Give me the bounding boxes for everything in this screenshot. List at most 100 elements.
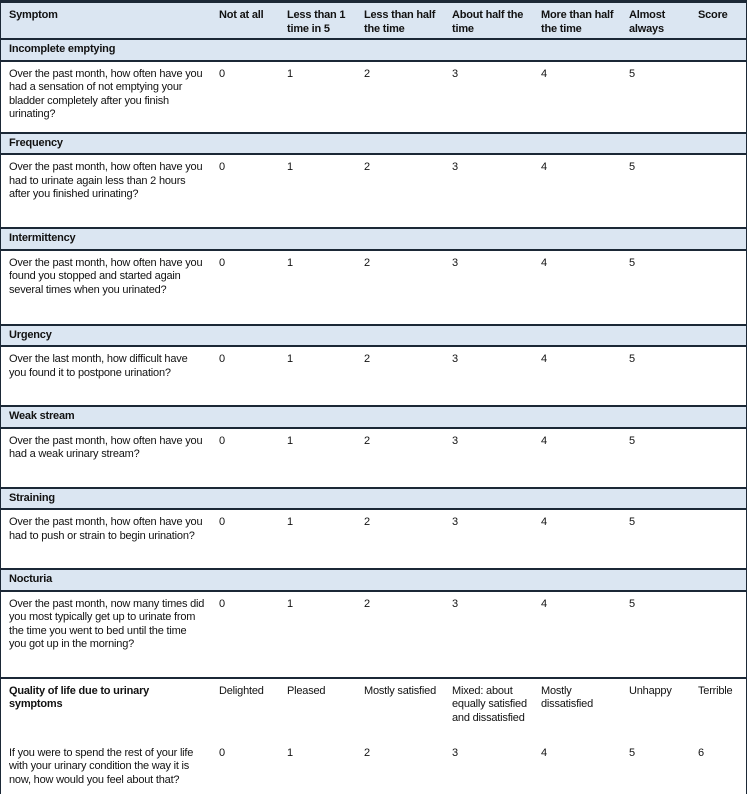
option-value-3: 3 [452, 67, 458, 80]
column-header-score: Score [698, 9, 728, 21]
option-value-4: 4 [541, 434, 547, 447]
question-row: Over the last month, how difficult have … [1, 347, 746, 405]
section-header-row: Frequency [1, 131, 746, 155]
option-value-1: 1 [287, 161, 293, 173]
column-header-less-half: Less than half the time [364, 9, 436, 35]
option-value-3: 3 [452, 597, 458, 610]
section-header-row: Weak stream [1, 405, 746, 429]
qol-option-3: 3 [452, 746, 458, 759]
qol-option-4: 4 [541, 746, 547, 759]
qol-question-text: If you were to spend the rest of your li… [9, 746, 194, 786]
section-title: Incomplete emptying [9, 43, 116, 55]
question-row: Over the past month, how often have you … [1, 250, 746, 324]
section-header-row: Straining [1, 486, 746, 510]
section-title: Weak stream [9, 410, 75, 422]
option-value-3: 3 [452, 353, 458, 365]
option-value-1: 1 [287, 67, 293, 80]
section-title: Frequency [9, 136, 63, 149]
section-header-row: Intermittency [1, 227, 746, 251]
question-text: Over the past month, how often have you … [9, 256, 203, 296]
qol-title: Quality of life due to urinary symptoms [9, 684, 150, 711]
option-value-3: 3 [452, 256, 458, 269]
column-header-almost-always: Almost always [629, 9, 666, 35]
option-value-5: 5 [629, 161, 635, 173]
qol-label-unhappy: Unhappy [629, 684, 672, 697]
column-header-symptom: Symptom [9, 9, 58, 21]
option-value-0: 0 [219, 353, 225, 365]
qol-option-5: 5 [629, 746, 635, 759]
column-header-more-half: More than half the time [541, 9, 614, 35]
option-value-4: 4 [541, 353, 547, 365]
question-text: Over the past month, now many times did … [9, 597, 205, 651]
option-value-2: 2 [364, 67, 370, 80]
option-value-1: 1 [287, 516, 293, 528]
option-value-2: 2 [364, 161, 370, 173]
option-value-3: 3 [452, 516, 458, 528]
score-cell [690, 592, 746, 677]
section-title: Urgency [9, 328, 52, 341]
section-title: Intermittency [9, 232, 76, 244]
option-value-5: 5 [629, 256, 635, 269]
column-header-about-half: About half the time [452, 9, 524, 35]
option-value-1: 1 [287, 434, 293, 447]
question-row: Over the past month, how often have you … [1, 428, 746, 487]
question-text: Over the past month, how often have you … [9, 434, 203, 461]
option-value-1: 1 [287, 256, 293, 269]
section-header-row: Urgency [1, 323, 746, 347]
table-header-row: Symptom Not at all Less than 1 time in 5… [1, 3, 746, 38]
option-value-2: 2 [364, 516, 370, 528]
score-cell [690, 155, 746, 227]
option-value-0: 0 [219, 67, 225, 80]
question-text: Over the past month, how often have you … [9, 161, 203, 200]
question-text: Over the last month, how difficult have … [9, 353, 188, 379]
qol-label-pleased: Pleased [287, 684, 326, 697]
question-text: Over the past month, how often have you … [9, 516, 203, 542]
qol-label-mixed: Mixed: about equally satisfied and dissa… [452, 684, 527, 724]
column-header-not-at-all: Not at all [219, 9, 264, 21]
score-cell [690, 347, 746, 405]
score-cell [690, 62, 746, 132]
qol-option-0: 0 [219, 746, 225, 759]
score-cell [690, 510, 746, 568]
option-value-4: 4 [541, 597, 547, 610]
qol-header-row: Quality of life due to urinary symptoms … [1, 676, 746, 741]
option-value-5: 5 [629, 67, 635, 80]
option-value-3: 3 [452, 161, 458, 173]
section-title: Nocturia [9, 573, 53, 585]
option-value-2: 2 [364, 353, 370, 365]
column-header-less-1-in-5: Less than 1 time in 5 [287, 9, 346, 35]
option-value-2: 2 [364, 434, 370, 447]
option-value-2: 2 [364, 597, 370, 610]
qol-option-2: 2 [364, 746, 370, 759]
question-row: Over the past month, how often have you … [1, 510, 746, 568]
option-value-3: 3 [452, 434, 458, 447]
option-value-0: 0 [219, 256, 225, 269]
section-title: Straining [9, 491, 55, 504]
option-value-0: 0 [219, 597, 225, 610]
option-value-4: 4 [541, 516, 547, 528]
score-cell [690, 251, 746, 324]
qol-label-mostly-satisfied: Mostly satisfied [364, 684, 436, 697]
question-row: Over the past month, how often have you … [1, 61, 746, 132]
section-header-row: Nocturia [1, 568, 746, 592]
option-value-1: 1 [287, 353, 293, 365]
qol-question-row: If you were to spend the rest of your li… [1, 740, 746, 794]
option-value-0: 0 [219, 516, 225, 528]
symptom-rows: Incomplete emptying Over the past month,… [1, 38, 746, 677]
option-value-5: 5 [629, 434, 635, 447]
qol-label-delighted: Delighted [219, 684, 264, 697]
option-value-4: 4 [541, 161, 547, 173]
option-value-5: 5 [629, 353, 635, 365]
qol-option-6: 6 [698, 746, 704, 759]
qol-label-terrible: Terrible [698, 684, 733, 697]
qol-option-1: 1 [287, 746, 293, 759]
option-value-5: 5 [629, 516, 635, 528]
option-value-5: 5 [629, 597, 635, 610]
option-value-4: 4 [541, 256, 547, 269]
option-value-2: 2 [364, 256, 370, 269]
question-text: Over the past month, how often have you … [9, 67, 203, 121]
option-value-1: 1 [287, 597, 293, 610]
option-value-4: 4 [541, 67, 547, 80]
score-cell [690, 429, 746, 487]
